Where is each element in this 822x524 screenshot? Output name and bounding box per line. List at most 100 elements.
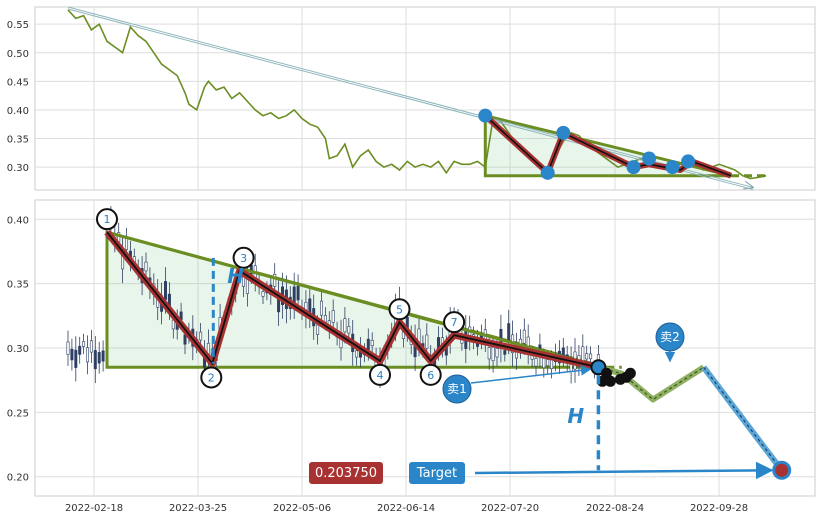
pivot-circle-6 [419, 363, 442, 386]
y-tick-label-bottom: 0.20 [7, 473, 29, 484]
candle-body [74, 349, 78, 368]
candle-body [425, 334, 429, 349]
top-pivot-point [642, 151, 657, 166]
x-tick-label: 2022-05-06 [273, 503, 331, 514]
candle-body [343, 318, 347, 333]
x-tick-label: 2022-06-14 [377, 503, 435, 514]
candle-body [261, 291, 265, 297]
pivot-circle-2 [200, 366, 223, 389]
y-tick-label-bottom: 0.40 [7, 215, 29, 226]
y-tick-labels: 0.55 0.50 0.45 0.40 0.35 0.30 0.40 0.35 0.30 0.25… [7, 20, 29, 484]
candle-body [355, 350, 359, 358]
candle-body [183, 334, 187, 345]
y-tick-label-bottom: 0.35 [7, 280, 29, 291]
bottom-zigzag-layer [104, 230, 603, 371]
candle-body [534, 358, 538, 367]
pivot-circle-1 [96, 208, 118, 231]
candle-body [125, 238, 129, 250]
top-main-trendline-2 [67, 8, 754, 190]
y-tick-label-top: 0.45 [7, 77, 29, 88]
pivot-label-6: 6 [427, 369, 434, 382]
breakout-dot [604, 375, 616, 387]
target-arrow [474, 461, 774, 480]
target-value-badge: 0.203750 [309, 462, 383, 484]
height-label-right: H [567, 404, 584, 428]
candle-body [347, 326, 351, 334]
candle-body [89, 340, 93, 353]
y-tick-label-bottom: 0.25 [7, 408, 29, 419]
candle-body [97, 352, 101, 364]
candle-body [101, 350, 105, 362]
candle-body [487, 347, 491, 360]
pivot-label-4: 4 [377, 369, 384, 382]
candle-body [546, 359, 550, 366]
top-pivot-point [540, 165, 555, 180]
sell1-marker: 卖1 [442, 374, 472, 404]
pivot-label-2: 2 [208, 371, 215, 384]
candle-body [82, 341, 86, 347]
candle-body [366, 338, 370, 351]
y-tick-label-top: 0.50 [7, 49, 29, 60]
candle-body [66, 341, 70, 355]
x-tick-label: 2022-09-28 [690, 503, 748, 514]
top-trend-layer [67, 6, 767, 190]
x-tick-labels: 2022-02-18 2022-03-25 2022-05-06 2022-06-14… [65, 503, 748, 514]
candle-body [323, 315, 327, 323]
top-pivot-point [556, 125, 571, 140]
target-label-badge: Target [409, 462, 465, 484]
pivot-circle-3 [232, 246, 255, 269]
pivot-label-5: 5 [396, 303, 403, 316]
top-pivot-point [681, 154, 696, 169]
sell2-marker: 卖2 [655, 322, 685, 352]
candle-body [585, 353, 589, 360]
breakout-dot [624, 367, 636, 379]
y-tick-label-bottom: 0.30 [7, 344, 29, 355]
candle-body [78, 345, 82, 355]
target-point [772, 460, 792, 480]
bottom-zigzag-inner [106, 231, 599, 369]
candle-body [331, 310, 335, 323]
candle-body [144, 261, 148, 272]
x-tick-label: 2022-07-20 [481, 503, 539, 514]
height-label-left: H [227, 264, 244, 288]
candle-body [589, 353, 593, 360]
projection-path-blue [701, 365, 785, 473]
x-tick-label: 2022-02-18 [65, 503, 123, 514]
y-tick-label-top: 0.55 [7, 20, 29, 31]
candle-body [199, 331, 203, 341]
candle-body [164, 281, 168, 300]
target-value-text: 0.203750 [315, 466, 377, 481]
pivot-circle-5 [388, 298, 411, 321]
top-triangle-shape [483, 113, 732, 178]
sell1-arrow [470, 365, 592, 384]
pivot-circle-4 [369, 363, 391, 386]
top-triangle-layer [483, 113, 732, 178]
grid-lines [35, 7, 815, 496]
annotation-layer [211, 257, 774, 480]
top-pivot-point [626, 160, 641, 175]
pivot-circle-7 [443, 311, 466, 334]
y-tick-label-top: 0.40 [7, 106, 29, 117]
candle-body [296, 285, 300, 301]
candle-body [495, 348, 499, 358]
candle-body [550, 359, 554, 370]
top-pivots-layer [478, 108, 696, 180]
top-pivot-point [478, 108, 493, 123]
candle-body [491, 347, 495, 362]
candle-body [70, 348, 74, 361]
candle-body [316, 324, 320, 335]
candle-body [522, 329, 526, 344]
target-label-text: Target [416, 466, 457, 481]
candle-body [581, 346, 585, 362]
bottom-pivots-layer: 1 2 3 4 5 6 7 [96, 208, 466, 389]
bottom-upper-trendline [106, 230, 603, 369]
candle-body [542, 358, 546, 369]
candle-body [370, 339, 374, 347]
top-pivot-point [665, 160, 680, 175]
pivot-label-7: 7 [451, 316, 458, 329]
candle-body [503, 350, 507, 355]
x-tick-label: 2022-08-24 [586, 503, 644, 514]
y-tick-label-top: 0.35 [7, 135, 29, 146]
